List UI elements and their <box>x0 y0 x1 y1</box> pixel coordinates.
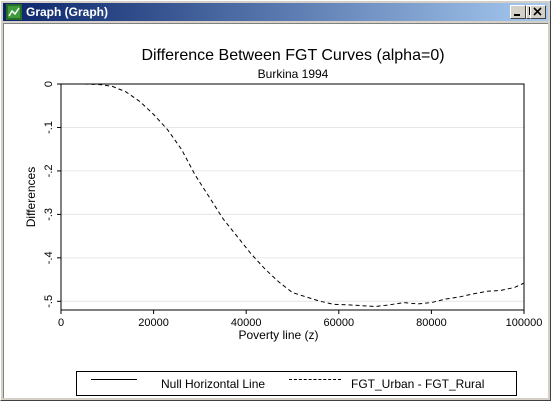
x-tick-label: 0 <box>58 317 64 329</box>
y-tick-label: -.2 <box>43 165 55 178</box>
legend-solid-line <box>91 379 137 380</box>
y-tick-label: -.1 <box>43 121 55 134</box>
close-button[interactable] <box>530 5 546 19</box>
legend-dashed-line <box>289 379 341 380</box>
legend-label-null-line: Null Horizontal Line <box>161 377 266 391</box>
close-icon <box>533 7 542 16</box>
chart-legend: Null Horizontal Line FGT_Urban - FGT_Rur… <box>76 371 517 396</box>
minimize-icon <box>514 14 520 16</box>
minimize-button[interactable] <box>510 5 526 19</box>
y-tick-label: -.3 <box>43 208 55 221</box>
legend-label-fgt-diff: FGT_Urban - FGT_Rural <box>351 377 485 391</box>
x-tick-label: 100000 <box>506 317 543 329</box>
x-tick-label: 60000 <box>324 317 355 329</box>
series-fgt-difference <box>84 83 525 308</box>
y-tick-label: -.5 <box>43 295 55 308</box>
y-tick-label: 0 <box>43 81 55 87</box>
x-tick-label: 80000 <box>416 317 447 329</box>
chart-title: Difference Between FGT Curves (alpha=0) <box>141 47 444 64</box>
graph-area: Difference Between FGT Curves (alpha=0) B… <box>3 23 548 398</box>
y-axis-label: Differences <box>24 167 38 227</box>
y-tick-label: -.4 <box>43 251 55 264</box>
x-tick-label: 20000 <box>138 317 169 329</box>
plot-frame <box>60 83 525 311</box>
fgt-chart: Difference Between FGT Curves (alpha=0) B… <box>24 47 543 342</box>
title-bar[interactable]: Graph (Graph) <box>3 3 548 21</box>
chart-subtitle: Burkina 1994 <box>258 67 329 81</box>
x-axis-label: Poverty line (z) <box>238 328 318 342</box>
x-tick-label: 40000 <box>231 317 262 329</box>
window-title: Graph (Graph) <box>26 5 109 19</box>
graph-app-icon[interactable] <box>6 4 22 20</box>
